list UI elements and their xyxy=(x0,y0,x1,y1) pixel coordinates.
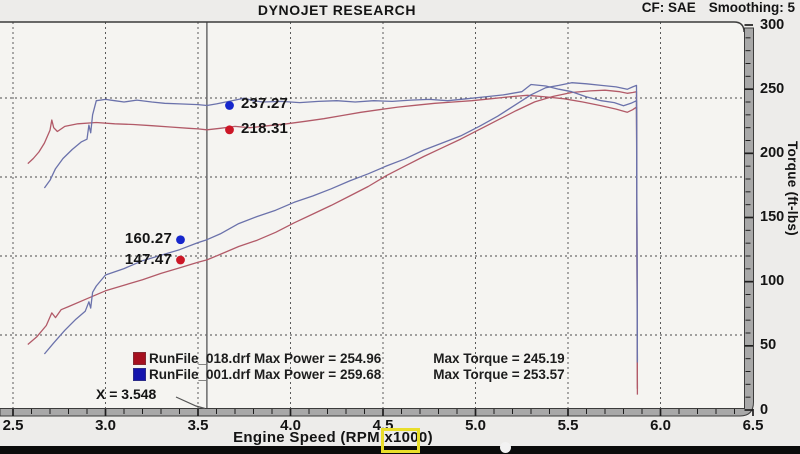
correction-factor-label: CF: SAE xyxy=(641,0,696,15)
x-tick-label: 6.0 xyxy=(650,417,671,434)
torque-curve-RunFile_018.drf xyxy=(27,94,639,395)
cursor-x-value-label[interactable]: X = 3.548 xyxy=(96,386,157,402)
video-scrubber-dot[interactable] xyxy=(500,442,511,453)
x-tick-label: 3.0 xyxy=(95,417,116,434)
torque-tick-label: 150 xyxy=(760,209,785,225)
smoothing-label: Smoothing: 5 xyxy=(708,0,795,15)
torque-tick-label: 100 xyxy=(760,273,785,290)
power-curve-RunFile_001.drf xyxy=(43,82,639,361)
legend-torque-001: Max Torque = 253.57 xyxy=(433,366,565,382)
legend-row-runfile-018: RunFile_018.drf Max Power = 254.96 Max T… xyxy=(133,350,565,366)
plot-area xyxy=(0,22,744,409)
torque-tick-label: 0 xyxy=(760,401,769,418)
x-tick-label: 6.5 xyxy=(742,417,764,434)
cursor-power-readout-blue[interactable]: 160.27 xyxy=(124,230,172,247)
power-cursor-dot-RunFile_018.drf[interactable] xyxy=(176,255,185,265)
x-tick-label: 5.0 xyxy=(465,417,486,434)
cursor-torque-readout-red[interactable]: 218.31 xyxy=(241,120,289,137)
page-title: DYNOJET RESEARCH xyxy=(257,2,417,18)
cursor-power-readout-red[interactable]: 147.47 xyxy=(124,251,172,268)
x-tick-label: 4.0 xyxy=(280,417,301,434)
legend-torque-018: Max Torque = 245.19 xyxy=(433,350,565,366)
x-tick-label: 2.5 xyxy=(2,417,24,434)
x-tick-label: 5.5 xyxy=(557,417,579,434)
blue-run-swatch xyxy=(133,367,146,381)
legend-file-power-001: RunFile_001.drf Max Power = 259.68 xyxy=(149,366,382,382)
torque-tick-label: 200 xyxy=(760,144,785,161)
red-run-swatch xyxy=(133,351,146,365)
legend-row-runfile-001: RunFile_001.drf Max Power = 259.68 Max T… xyxy=(133,366,565,382)
torque-cursor-dot-RunFile_001.drf[interactable] xyxy=(225,101,234,110)
torque-tick-label: 300 xyxy=(760,16,785,33)
correction-smoothing-status: CF: SAE Smoothing: 5 xyxy=(642,0,795,15)
torque-curve-RunFile_001.drf xyxy=(43,83,639,363)
torque-tick-label: 50 xyxy=(760,337,777,354)
plot-top-border xyxy=(0,21,745,33)
torque-cursor-dot-RunFile_018.drf[interactable] xyxy=(225,125,234,135)
torque-tick-label: 250 xyxy=(760,80,785,97)
torque-axis-title: Torque (ft-lbs) xyxy=(785,141,800,236)
x1000-highlight-box xyxy=(381,428,420,453)
x-tick-label: 3.5 xyxy=(187,417,209,434)
cursor-callout-line xyxy=(175,396,206,410)
run-legend: RunFile_018.drf Max Power = 254.96 Max T… xyxy=(133,350,565,382)
power-cursor-dot-RunFile_001.drf[interactable] xyxy=(176,235,185,245)
legend-file-power-018: RunFile_018.drf Max Power = 254.96 xyxy=(149,350,382,366)
cursor-torque-readout-blue[interactable]: 237.27 xyxy=(241,95,289,112)
